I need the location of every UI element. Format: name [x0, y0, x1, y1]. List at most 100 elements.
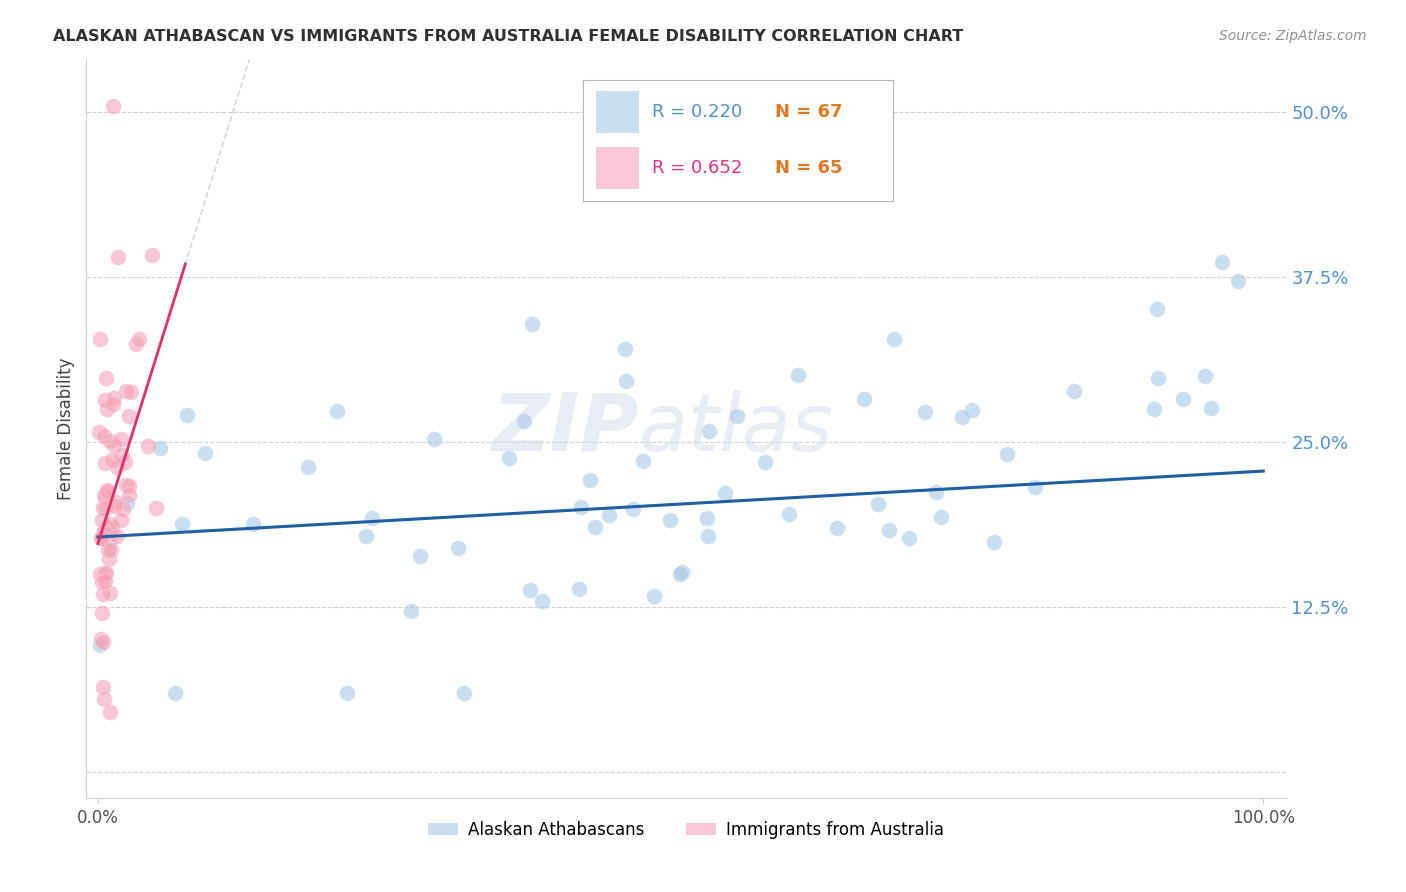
Point	[93, 525, 115, 540]
Point	[613, 342, 636, 356]
Point	[447, 541, 470, 555]
Point	[91, 587, 114, 601]
Point	[114, 454, 136, 468]
Bar	[596, 146, 640, 188]
Point	[866, 497, 889, 511]
Text: Source: ZipAtlas.com: Source: ZipAtlas.com	[1219, 29, 1367, 43]
Text: R = 0.220: R = 0.220	[651, 103, 742, 121]
Point	[90, 575, 112, 590]
Point	[101, 99, 124, 113]
Text: R = 0.652: R = 0.652	[651, 159, 742, 177]
Point	[90, 632, 112, 646]
Point	[93, 488, 115, 502]
Point	[105, 529, 128, 543]
Point	[91, 681, 114, 695]
Point	[1146, 301, 1168, 316]
Point	[98, 517, 121, 532]
Point	[100, 542, 122, 557]
Point	[136, 439, 159, 453]
Point	[453, 685, 475, 699]
Point	[614, 374, 637, 388]
Point	[93, 692, 115, 706]
Point	[103, 397, 125, 411]
Point	[519, 582, 541, 597]
Point	[408, 549, 430, 563]
Point	[91, 607, 114, 621]
Point	[91, 513, 114, 527]
Point	[399, 604, 422, 618]
Point	[103, 392, 125, 406]
Text: ALASKAN ATHABASCAN VS IMMIGRANTS FROM AUSTRALIA FEMALE DISABILITY CORRELATION CH: ALASKAN ATHABASCAN VS IMMIGRANTS FROM AU…	[53, 29, 963, 44]
Point	[96, 543, 118, 558]
Text: N = 67: N = 67	[775, 103, 842, 121]
Point	[101, 453, 124, 467]
Point	[898, 532, 921, 546]
Point	[91, 500, 114, 515]
Point	[94, 490, 117, 504]
Point	[89, 567, 111, 582]
Point	[579, 473, 602, 487]
Point	[754, 455, 776, 469]
Point	[325, 404, 347, 418]
Point	[105, 495, 128, 509]
Text: atlas: atlas	[638, 390, 834, 468]
Point	[98, 535, 121, 549]
Point	[87, 425, 110, 439]
Point	[107, 251, 129, 265]
Point	[1201, 401, 1223, 416]
Point	[356, 528, 378, 542]
Point	[128, 332, 150, 346]
Point	[1143, 401, 1166, 416]
Point	[94, 567, 117, 582]
Point	[98, 706, 121, 720]
Point	[93, 524, 115, 538]
Point	[93, 428, 115, 442]
Point	[914, 405, 936, 419]
Point	[598, 508, 620, 523]
Point	[118, 488, 141, 502]
Point	[98, 585, 121, 599]
Point	[96, 483, 118, 498]
Point	[725, 409, 748, 423]
Point	[115, 384, 138, 398]
Point	[94, 456, 117, 470]
Point	[125, 337, 148, 351]
Point	[513, 414, 536, 428]
Text: N = 65: N = 65	[775, 159, 842, 177]
Point	[90, 531, 112, 545]
Point	[91, 635, 114, 649]
Point	[995, 447, 1018, 461]
Point	[879, 523, 901, 537]
Point	[98, 434, 121, 448]
Point	[1171, 392, 1194, 407]
Point	[929, 510, 952, 524]
Point	[925, 484, 948, 499]
Point	[571, 500, 593, 514]
Point	[105, 459, 128, 474]
Point	[94, 566, 117, 580]
Point	[170, 516, 193, 531]
Point	[115, 477, 138, 491]
Point	[1147, 371, 1170, 385]
Point	[631, 454, 654, 468]
Point	[825, 520, 848, 534]
Point	[118, 479, 141, 493]
Point	[1194, 368, 1216, 383]
Point	[297, 460, 319, 475]
Point	[1063, 384, 1085, 398]
Point	[962, 402, 984, 417]
Point	[141, 248, 163, 262]
Point	[583, 520, 606, 534]
Point	[336, 685, 359, 699]
Point	[643, 590, 665, 604]
Text: ZIP: ZIP	[491, 390, 638, 468]
Point	[97, 485, 120, 500]
Point	[89, 638, 111, 652]
Point	[669, 567, 692, 582]
Point	[714, 486, 737, 500]
Legend: Alaskan Athabascans, Immigrants from Australia: Alaskan Athabascans, Immigrants from Aus…	[422, 814, 950, 846]
Point	[110, 432, 132, 446]
Point	[658, 512, 681, 526]
Point	[94, 501, 117, 516]
Point	[111, 502, 134, 516]
